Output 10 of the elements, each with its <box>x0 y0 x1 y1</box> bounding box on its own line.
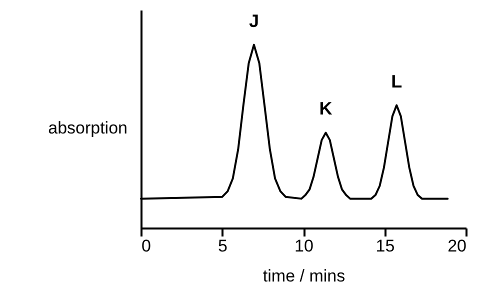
x-tick-label: 20 <box>448 236 466 256</box>
x-tick-label: 0 <box>142 236 151 256</box>
y-axis-title: absorption <box>48 118 128 138</box>
x-tick-label: 10 <box>294 236 314 256</box>
x-axis-title: time / mins <box>262 266 346 286</box>
annotation: J <box>248 10 259 31</box>
annotation: K <box>319 98 332 119</box>
x-tick-label: 5 <box>218 236 228 256</box>
x-tick-label: 15 <box>376 236 395 256</box>
annotation: L <box>391 71 402 92</box>
